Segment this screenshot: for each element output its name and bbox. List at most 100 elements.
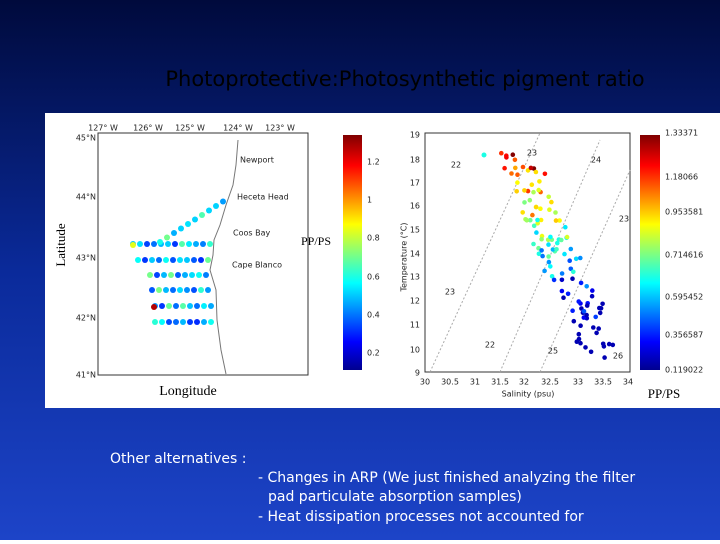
sample-dot (175, 272, 181, 278)
colorbar-tick-label: 1.18066 (665, 173, 698, 182)
sample-dot (559, 237, 564, 243)
colorbar-tick-label: 0.8 (367, 234, 380, 243)
sample-dot (499, 150, 504, 156)
sample-dot (559, 288, 565, 294)
sample-dot (535, 221, 540, 226)
sample-dot (137, 241, 143, 247)
place-label: Cape Blanco (232, 261, 282, 270)
lon-tick-label: 126° W (133, 124, 163, 133)
sample-dot (533, 204, 539, 210)
sample-dot (527, 197, 533, 203)
sample-dot (548, 264, 553, 269)
sample-dot (538, 217, 544, 223)
sample-dot (135, 257, 141, 263)
sample-dot (525, 188, 531, 194)
sample-dot (584, 284, 589, 289)
sample-dot (562, 251, 567, 257)
y-tick-label: 12 (410, 297, 420, 306)
colorbar-tick-label: 0.595452 (665, 293, 703, 302)
density-label: 23 (445, 288, 455, 297)
lat-tick-label: 42°N (76, 314, 96, 323)
slide-title: Photoprotective:Photosynthetic pigment r… (165, 67, 644, 91)
sample-dot (206, 207, 212, 214)
sample-dot (171, 230, 177, 236)
sample-dot (524, 218, 530, 223)
sample-dot (554, 247, 559, 252)
sample-dot (530, 212, 535, 218)
sample-dot (522, 200, 527, 205)
colorbar-2 (640, 135, 660, 370)
sample-dot (509, 171, 514, 176)
sample-dot (513, 165, 518, 171)
sample-dot (567, 258, 572, 264)
sample-dot (514, 189, 519, 194)
sample-dot (549, 199, 554, 205)
sample-dot (159, 319, 165, 325)
sample-dot (205, 287, 211, 293)
sample-dot (173, 303, 179, 309)
map-frame (97, 132, 309, 376)
sample-dot (593, 314, 598, 320)
colorbar-tick-label: 1.33371 (665, 129, 698, 138)
sample-dot (161, 272, 167, 278)
sample-dot (597, 310, 603, 316)
sample-dot (535, 217, 540, 223)
sample-dot (156, 287, 162, 293)
sample-dot (561, 295, 566, 301)
sample-dot (570, 308, 575, 314)
sample-dot (578, 340, 583, 346)
sample-dot (199, 212, 205, 218)
density-label: 26 (613, 352, 623, 361)
sample-dot (546, 242, 551, 247)
sample-dot (538, 206, 543, 211)
sample-dot (189, 272, 195, 278)
colorbar-tick-label: 0.119022 (665, 366, 703, 375)
sample-dot (515, 172, 520, 177)
sample-dot (539, 236, 544, 242)
sample-dot (559, 271, 565, 276)
place-label: Heceta Head (237, 193, 289, 202)
sample-dot (548, 234, 553, 240)
sample-dot (164, 234, 170, 241)
y-tick-label: 19 (410, 131, 420, 140)
sample-dot (166, 303, 172, 309)
sample-dot (542, 268, 547, 274)
sample-dot (205, 257, 211, 263)
sample-dot (193, 241, 199, 247)
sample-dot (515, 180, 520, 185)
sample-dot (149, 287, 155, 293)
x-tick-label: 32 (519, 378, 529, 387)
sample-dot (559, 277, 565, 283)
sample-dot (564, 234, 570, 240)
lat-tick-label: 44°N (76, 193, 96, 202)
sample-dot (600, 341, 606, 347)
sample-dot (610, 342, 616, 348)
sample-dot (177, 257, 183, 263)
sample-dot (191, 287, 197, 293)
y-tick-label: 16 (410, 202, 420, 211)
sample-dot (184, 287, 190, 293)
sample-dot (166, 319, 172, 325)
density-label: 22 (485, 341, 495, 350)
density-label: 25 (548, 347, 558, 356)
sample-dot (573, 256, 579, 262)
sample-dot (177, 287, 183, 293)
sample-dot (590, 288, 595, 293)
x-tick-label: 31.5 (491, 378, 509, 387)
sample-dot (208, 319, 214, 325)
x-tick-label: 31 (470, 378, 480, 387)
sample-dot (584, 312, 589, 318)
y-tick-label: 18 (410, 156, 420, 165)
sample-dot (531, 241, 536, 247)
sample-dot (606, 341, 612, 347)
sample-dot (591, 325, 596, 330)
sample-dot (576, 331, 582, 337)
note-item: - Changes in ARP (We just finished analy… (258, 470, 635, 486)
sample-dot (510, 152, 516, 157)
density-line (539, 169, 631, 373)
sample-dot (152, 319, 158, 325)
sample-dot (151, 241, 157, 247)
colorbar-tick-label: 1.2 (367, 158, 380, 167)
colorbar-tick-label: 0.356587 (665, 331, 703, 340)
sample-dot (568, 246, 574, 252)
